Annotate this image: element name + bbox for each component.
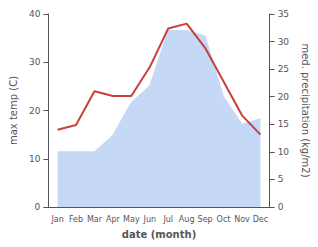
svg-text:Oct: Oct bbox=[217, 215, 231, 224]
svg-text:25: 25 bbox=[278, 64, 289, 74]
svg-text:0: 0 bbox=[278, 202, 284, 212]
svg-text:20: 20 bbox=[29, 106, 41, 116]
svg-text:Jan: Jan bbox=[50, 215, 63, 224]
svg-text:5: 5 bbox=[278, 174, 284, 184]
svg-text:40: 40 bbox=[29, 9, 41, 19]
svg-text:0: 0 bbox=[35, 202, 41, 212]
svg-text:Aug: Aug bbox=[179, 215, 195, 224]
svg-text:Sep: Sep bbox=[198, 215, 213, 224]
svg-text:date (month): date (month) bbox=[122, 229, 196, 240]
svg-text:Nov: Nov bbox=[234, 215, 250, 224]
svg-text:May: May bbox=[123, 215, 140, 224]
svg-text:35: 35 bbox=[278, 9, 289, 19]
svg-text:30: 30 bbox=[29, 57, 41, 67]
svg-text:Apr: Apr bbox=[106, 215, 121, 224]
svg-text:Mar: Mar bbox=[87, 215, 103, 224]
svg-text:10: 10 bbox=[278, 147, 290, 157]
svg-text:10: 10 bbox=[29, 154, 41, 164]
svg-text:Jul: Jul bbox=[162, 215, 173, 224]
svg-text:Dec: Dec bbox=[253, 215, 268, 224]
svg-text:med. precipitation (kg/m2): med. precipitation (kg/m2) bbox=[300, 43, 311, 177]
svg-text:Feb: Feb bbox=[69, 215, 83, 224]
svg-text:Jun: Jun bbox=[143, 215, 157, 224]
svg-text:20: 20 bbox=[278, 92, 290, 102]
svg-text:max temp (C): max temp (C) bbox=[8, 76, 19, 145]
svg-text:30: 30 bbox=[278, 37, 290, 47]
svg-text:15: 15 bbox=[278, 119, 289, 129]
